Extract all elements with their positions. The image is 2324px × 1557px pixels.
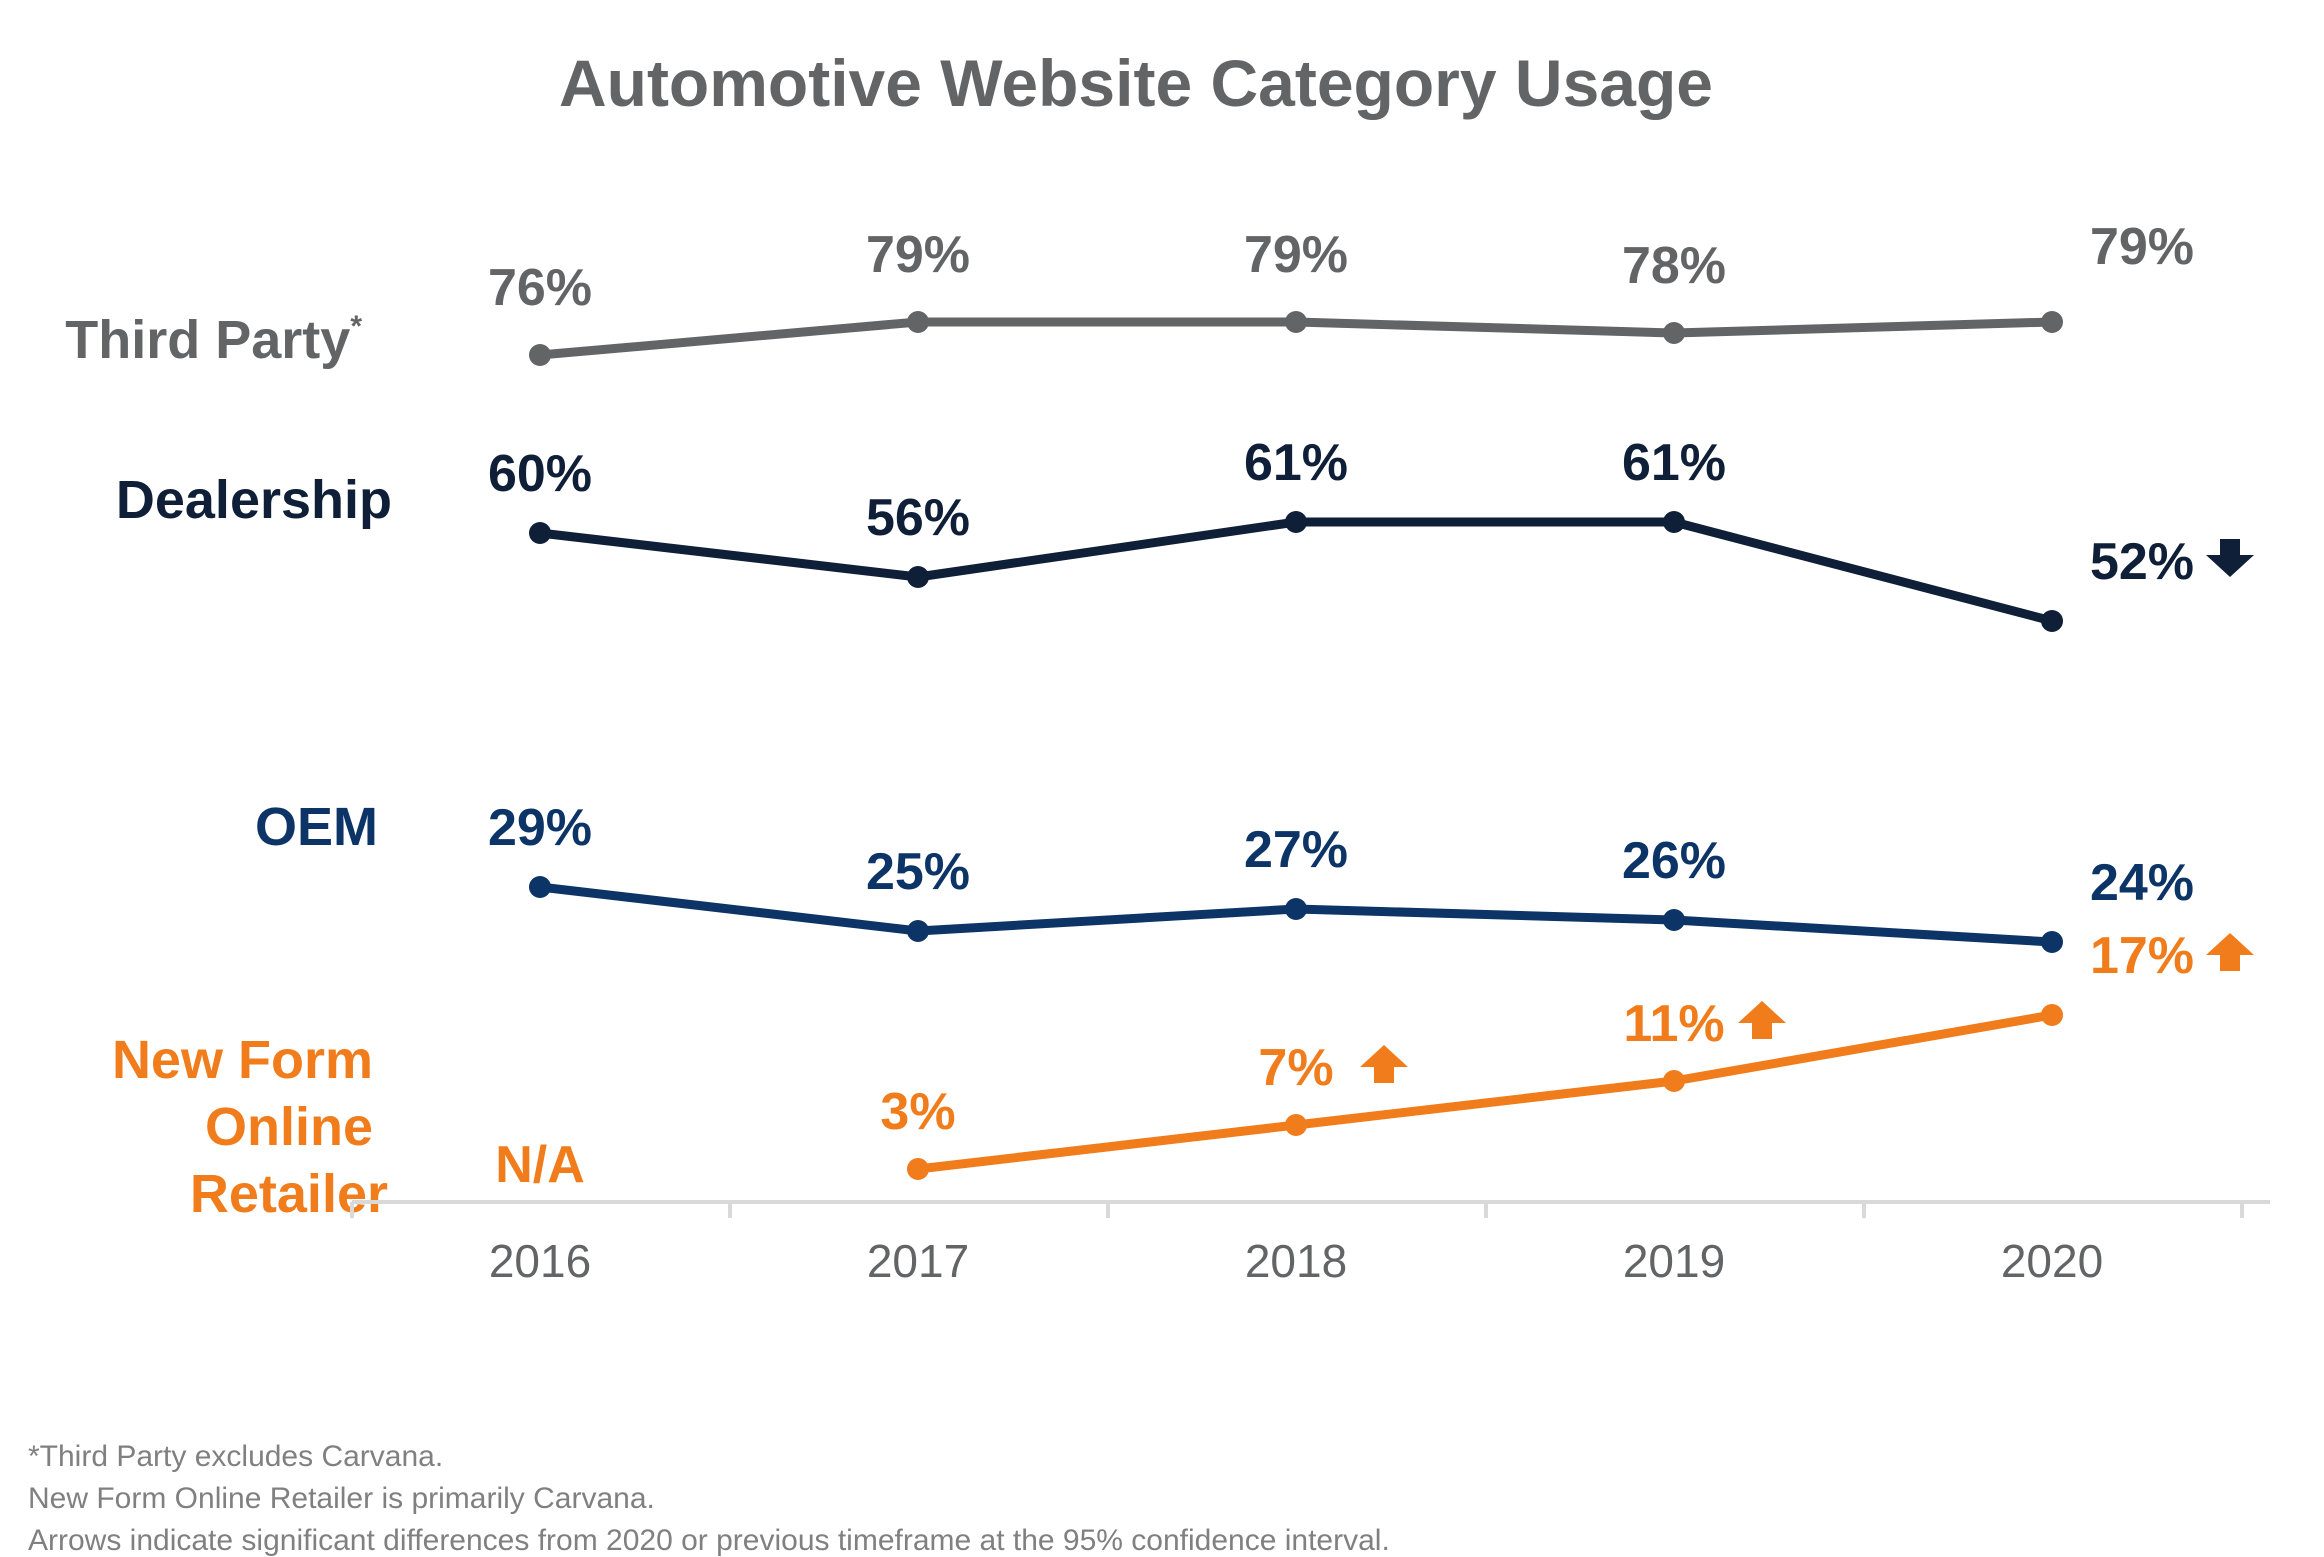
data-label: 61% [1244,434,1348,492]
data-label: 27% [1244,821,1348,879]
footnote-1: *Third Party excludes Carvana. [28,1440,443,1473]
data-point [907,1158,929,1180]
arrow-up-icon [1360,1045,1408,1083]
x-tick-label: 2017 [867,1235,969,1287]
x-tick-label: 2016 [489,1235,591,1287]
data-label: 79% [1244,226,1348,284]
series-third-party: 76% 79% 79% 78% 79% [488,218,2194,366]
data-point [2041,610,2063,632]
data-point [1663,511,1685,533]
data-label: 79% [866,226,970,284]
x-tick-label: 2019 [1623,1235,1725,1287]
series-label-third-party: Third Party* [65,310,362,370]
data-label: 56% [866,489,970,547]
series-label-oem: OEM [255,797,378,857]
data-label: 7% [1258,1039,1333,1097]
x-tick-label: 2020 [2001,1235,2103,1287]
data-point [2041,931,2063,953]
data-point [2041,311,2063,333]
data-label: 60% [488,445,592,503]
data-point [529,344,551,366]
data-point [1663,909,1685,931]
arrow-up-icon [2206,933,2254,971]
footnote-2: New Form Online Retailer is primarily Ca… [28,1482,655,1515]
series-line [917,1010,2053,1174]
series-label-line-2: Online [205,1097,373,1157]
footnote-asterisk: * [350,310,362,343]
data-point [1285,1114,1307,1136]
data-label: 26% [1622,832,1726,890]
data-point [2041,1004,2063,1026]
series-label-new-form-online-retailer: New Form Online Retailer [112,1030,388,1224]
series-dealership: 60% 56% 61% 61% 52% [488,434,2254,632]
data-label: 24% [2090,854,2194,912]
data-label: 17% [2090,927,2194,985]
data-point [1285,311,1307,333]
data-label: 78% [1622,237,1726,295]
series-label-dealership: Dealership [116,470,392,530]
data-label: 25% [866,843,970,901]
x-tick-label: 2018 [1245,1235,1347,1287]
data-point [1285,511,1307,533]
data-point [1663,322,1685,344]
series-line [539,517,2054,626]
data-label: 11% [1623,995,1724,1053]
data-label: N/A [495,1136,585,1194]
arrow-up-icon [1738,1001,1786,1039]
data-label: 3% [880,1083,955,1141]
data-point [1663,1070,1685,1092]
data-label: 79% [2090,218,2194,276]
data-label: 29% [488,799,592,857]
data-point [907,920,929,942]
series-label-line-3: Retailer [190,1164,388,1224]
data-point [907,311,929,333]
data-label: 61% [1622,434,1726,492]
data-point [529,522,551,544]
series-layer: 76%79% 79% 78% 79%60%56%61% 61%52%29%25% 27% 2… [488,218,2254,1194]
data-label: 52% [2090,533,2194,591]
series-oem: 29% 25% 27% 26% 24% [488,799,2194,953]
arrow-down-icon [2206,539,2254,577]
series-new-form-online-retailer: N/A 3% 7% 11% 17% [495,927,2254,1194]
x-axis: 2016 2017 2018 2019 2020 [350,1200,2270,1287]
chart-title: Automotive Website Category Usage [559,46,1713,120]
data-point [907,566,929,588]
series-label-line-1: New Form [112,1030,373,1090]
data-point [1285,898,1307,920]
data-label: 76% [488,259,592,317]
footnote-3: Arrows indicate significant differences … [28,1524,1390,1557]
data-point [529,876,551,898]
